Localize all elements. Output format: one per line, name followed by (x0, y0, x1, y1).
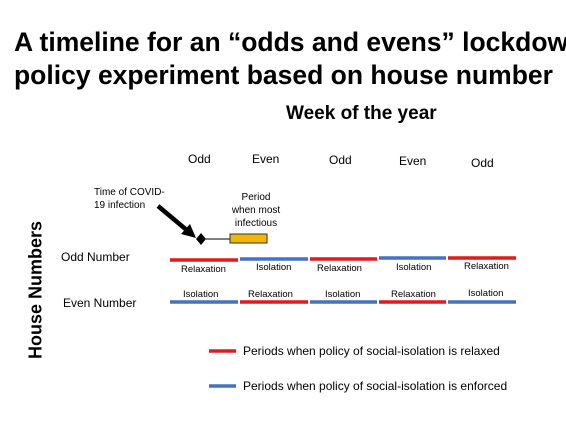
legend-text-enforced: Periods when policy of social-isolation … (243, 379, 508, 393)
row-label-even-number: Even Number (63, 296, 137, 310)
infection-arrowhead (181, 224, 196, 238)
row-label-odd-number: Odd Number (61, 250, 130, 264)
odd-row-label-5: Relaxation (464, 261, 509, 272)
even-row-label-4: Relaxation (391, 289, 436, 300)
week-label-4: Even (399, 154, 427, 168)
odd-row-label-2: Isolation (256, 262, 292, 273)
odd-row-label-1: Relaxation (181, 264, 226, 275)
title-line-1: A timeline for an “odds and evens” lockd… (14, 27, 566, 57)
week-label-5: Odd (471, 156, 494, 170)
infectious-annotation-line-3: infectious (234, 218, 278, 229)
infection-annotation: Time of COVID- 19 infection (94, 186, 165, 212)
week-heading: Week of the year (286, 103, 437, 124)
infectious-annotation-line-1: Period (241, 192, 271, 203)
even-row-label-5: Isolation (468, 288, 504, 299)
title-line-2: policy experiment based on house number (14, 60, 553, 90)
infection-annotation-line-1: Time of COVID- (94, 187, 165, 198)
even-row-label-1: Isolation (183, 289, 219, 300)
week-label-1: Odd (188, 152, 211, 166)
infectious-annotation: Period when most infectious (226, 191, 286, 230)
odd-row-label-4: Isolation (396, 262, 432, 273)
infectious-annotation-line-2: when most (231, 205, 281, 216)
y-axis-label: House Numbers (25, 220, 46, 360)
week-label-3: Odd (329, 153, 352, 167)
even-row-label-3: Isolation (325, 289, 361, 300)
infection-annotation-line-2: 19 infection (94, 200, 146, 211)
infection-marker-diamond (196, 233, 206, 245)
infectious-period-bar (229, 233, 268, 244)
even-row-label-2: Relaxation (248, 289, 293, 300)
legend-text-relaxed: Periods when policy of social-isolation … (243, 344, 500, 358)
infection-arrow (156, 204, 191, 234)
week-label-2: Even (252, 152, 280, 166)
odd-row-label-3: Relaxation (317, 263, 362, 274)
